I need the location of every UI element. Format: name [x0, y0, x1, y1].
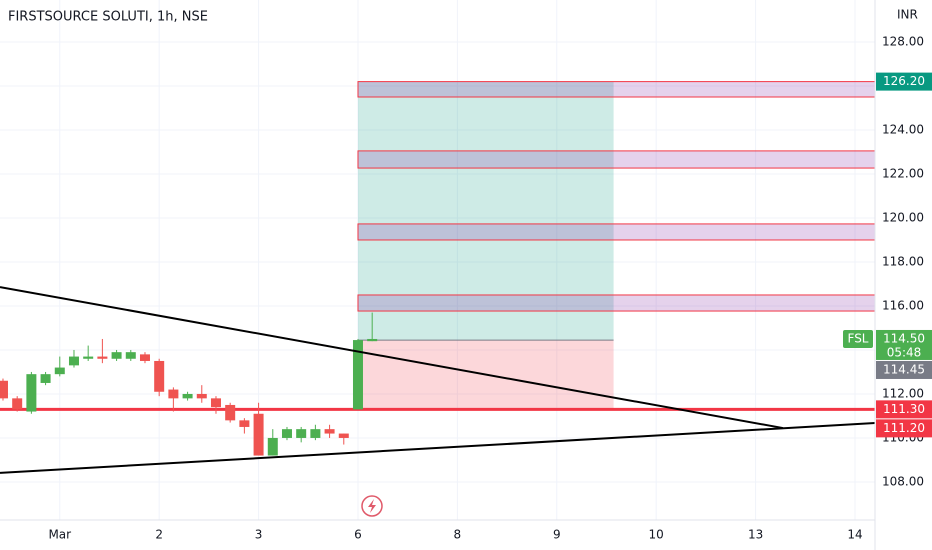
- y-tick-label: 124.00: [882, 123, 924, 137]
- candle-body: [239, 420, 250, 427]
- profit-zone: [357, 81, 614, 341]
- price-label: 111.30: [883, 402, 925, 416]
- y-tick-label: 112.00: [882, 386, 924, 400]
- zone: [357, 150, 876, 169]
- x-tick-label: 14: [847, 528, 862, 542]
- x-tick-label: 9: [553, 528, 561, 542]
- y-tick-label: 128.00: [882, 35, 924, 49]
- chart-title: FIRSTSOURCE SOLUTI, 1h, NSE: [8, 10, 208, 25]
- candle-body: [154, 360, 165, 392]
- candle-body: [68, 356, 79, 366]
- price-label-bg: [876, 72, 932, 91]
- x-tick-label: Mar: [48, 528, 71, 542]
- candle-body: [367, 338, 378, 342]
- price-label-bg: [876, 419, 932, 438]
- trendline: [0, 286, 784, 430]
- candle-body: [83, 356, 94, 359]
- candle-body: [40, 374, 51, 383]
- y-tick-label: 118.00: [882, 254, 924, 268]
- x-tick-label: 8: [454, 528, 462, 542]
- y-tick-label: 120.00: [882, 210, 924, 224]
- zone: [357, 81, 876, 98]
- candle-body: [324, 429, 335, 434]
- y-tick-label: 108.00: [882, 474, 924, 488]
- zone: [357, 223, 876, 241]
- x-tick-label: 13: [748, 528, 763, 542]
- price-label: 111.20: [883, 421, 925, 435]
- x-tick-label: 3: [255, 528, 263, 542]
- price-label: 114.45: [883, 362, 925, 376]
- candle-body: [139, 354, 150, 361]
- price-label-bg: [876, 360, 932, 379]
- candle-body: [338, 433, 349, 438]
- y-tick-label: 116.00: [882, 298, 924, 312]
- zone: [357, 294, 876, 312]
- event-icon[interactable]: [361, 495, 383, 517]
- candle-body: [267, 437, 278, 456]
- symbol-tag: FSL: [848, 331, 869, 345]
- price-label: 126.20: [883, 74, 925, 88]
- candle-body: [296, 429, 307, 438]
- x-tick-label: 6: [354, 528, 362, 542]
- candle-body: [196, 393, 207, 399]
- price-label: 114.50: [883, 331, 925, 345]
- trendline: [0, 421, 876, 474]
- candle-body: [125, 352, 136, 359]
- x-tick-label: 10: [649, 528, 664, 542]
- x-tick-label: 2: [155, 528, 163, 542]
- candle-body: [168, 389, 179, 399]
- price-label-bg: [876, 329, 932, 360]
- candle-body: [281, 429, 292, 438]
- candle-body: [310, 429, 321, 438]
- candle-body: [111, 352, 122, 359]
- candle-body: [253, 413, 264, 456]
- symbol-tag-bg: [843, 329, 873, 348]
- candle-body: [54, 367, 65, 375]
- candle-body: [182, 393, 193, 399]
- currency: INR: [897, 8, 918, 22]
- price-label-bg: [876, 400, 932, 419]
- y-tick-label: 122.00: [882, 166, 924, 180]
- candle-body: [225, 404, 236, 421]
- candle-body: [210, 398, 221, 408]
- candle-body: [0, 380, 8, 399]
- candle-body: [97, 356, 108, 359]
- candle-body: [352, 340, 363, 410]
- candle-body: [12, 398, 23, 410]
- countdown: 05:48: [887, 345, 922, 359]
- candle-body: [26, 374, 37, 412]
- grid: [0, 0, 875, 520]
- plot: [0, 81, 876, 474]
